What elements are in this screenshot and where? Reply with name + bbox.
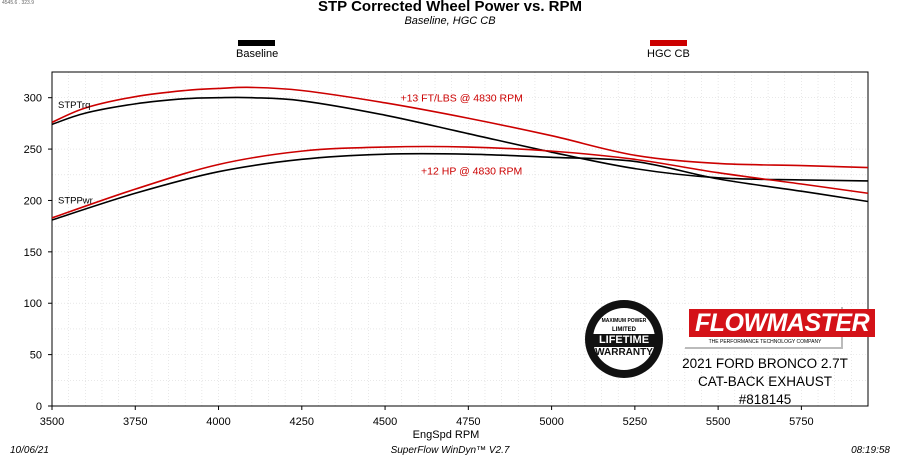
brand-tagline: THE PERFORMANCE TECHNOLOGY COMPANY <box>691 339 839 345</box>
y-tick-label: 100 <box>24 298 42 310</box>
legend-label-baseline: Baseline <box>236 48 279 60</box>
legend-label-hgc: HGC CB <box>647 48 690 60</box>
vehicle-caption: 2021 FORD BRONCO 2.7T CAT-BACK EXHAUST #… <box>670 355 860 409</box>
header-tiny-text: 4545.6 . 323.9 <box>2 0 34 6</box>
x-tick-label: 4750 <box>456 416 480 428</box>
x-tick-label: 5250 <box>623 416 647 428</box>
x-tick-label: 3750 <box>123 416 147 428</box>
chart-title: STP Corrected Wheel Power vs. RPM <box>318 0 582 15</box>
series-line-hgc-cb-stppwr <box>51 145 869 219</box>
y-tick-label: 50 <box>30 350 42 362</box>
x-tick-label: 3500 <box>40 416 64 428</box>
y-tick-label: 250 <box>24 144 42 156</box>
series-line-hgc-cb-stptrq <box>51 86 869 169</box>
x-tick-label: 5500 <box>706 416 730 428</box>
vehicle-line-2: CAT-BACK EXHAUST #818145 <box>697 374 833 407</box>
torque-curve-label: STPTrq <box>58 100 90 111</box>
x-tick-label: 5000 <box>539 416 563 428</box>
x-axis-label: EngSpd RPM <box>413 429 480 441</box>
x-tick-label: 4250 <box>290 416 314 428</box>
y-tick-label: 300 <box>24 93 42 105</box>
y-tick-label: 0 <box>36 401 42 413</box>
footer-date: 10/06/21 <box>10 445 49 456</box>
legend-swatch-baseline <box>238 40 275 46</box>
plot-border <box>51 71 869 407</box>
badge-limited-text: LIMITED <box>612 327 636 333</box>
badge-top-text: MAXIMUM POWER <box>601 318 647 324</box>
brand-logo: FLOWMASTER <box>689 309 876 337</box>
x-tick-label: 4500 <box>373 416 397 428</box>
power-curve-label: STPPwr <box>58 195 93 206</box>
hp-gain-annotation: +12 HP @ 4830 RPM <box>421 166 522 178</box>
y-tick-label: 200 <box>24 195 42 207</box>
footer-time: 08:19:58 <box>851 445 890 456</box>
plot-area <box>52 72 868 406</box>
legend-swatch-hgc <box>650 40 687 46</box>
series-line-baseline-stppwr <box>51 152 869 221</box>
y-tick-label: 150 <box>24 247 42 259</box>
chart-subtitle: Baseline, HGC CB <box>404 15 496 27</box>
badge-lifetime-text: LIFETIME <box>588 334 660 347</box>
footer-software: SuperFlow WinDyn™ V2.7 <box>390 445 510 456</box>
x-tick-label: 5750 <box>789 416 813 428</box>
badge-warranty-text: WARRANTY <box>595 347 653 358</box>
x-tick-label: 4000 <box>206 416 230 428</box>
series-line-baseline-stptrq <box>51 96 869 182</box>
torque-gain-annotation: +13 FT/LBS @ 4830 RPM <box>400 93 522 105</box>
vehicle-line-1: 2021 FORD BRONCO 2.7T <box>682 356 848 371</box>
